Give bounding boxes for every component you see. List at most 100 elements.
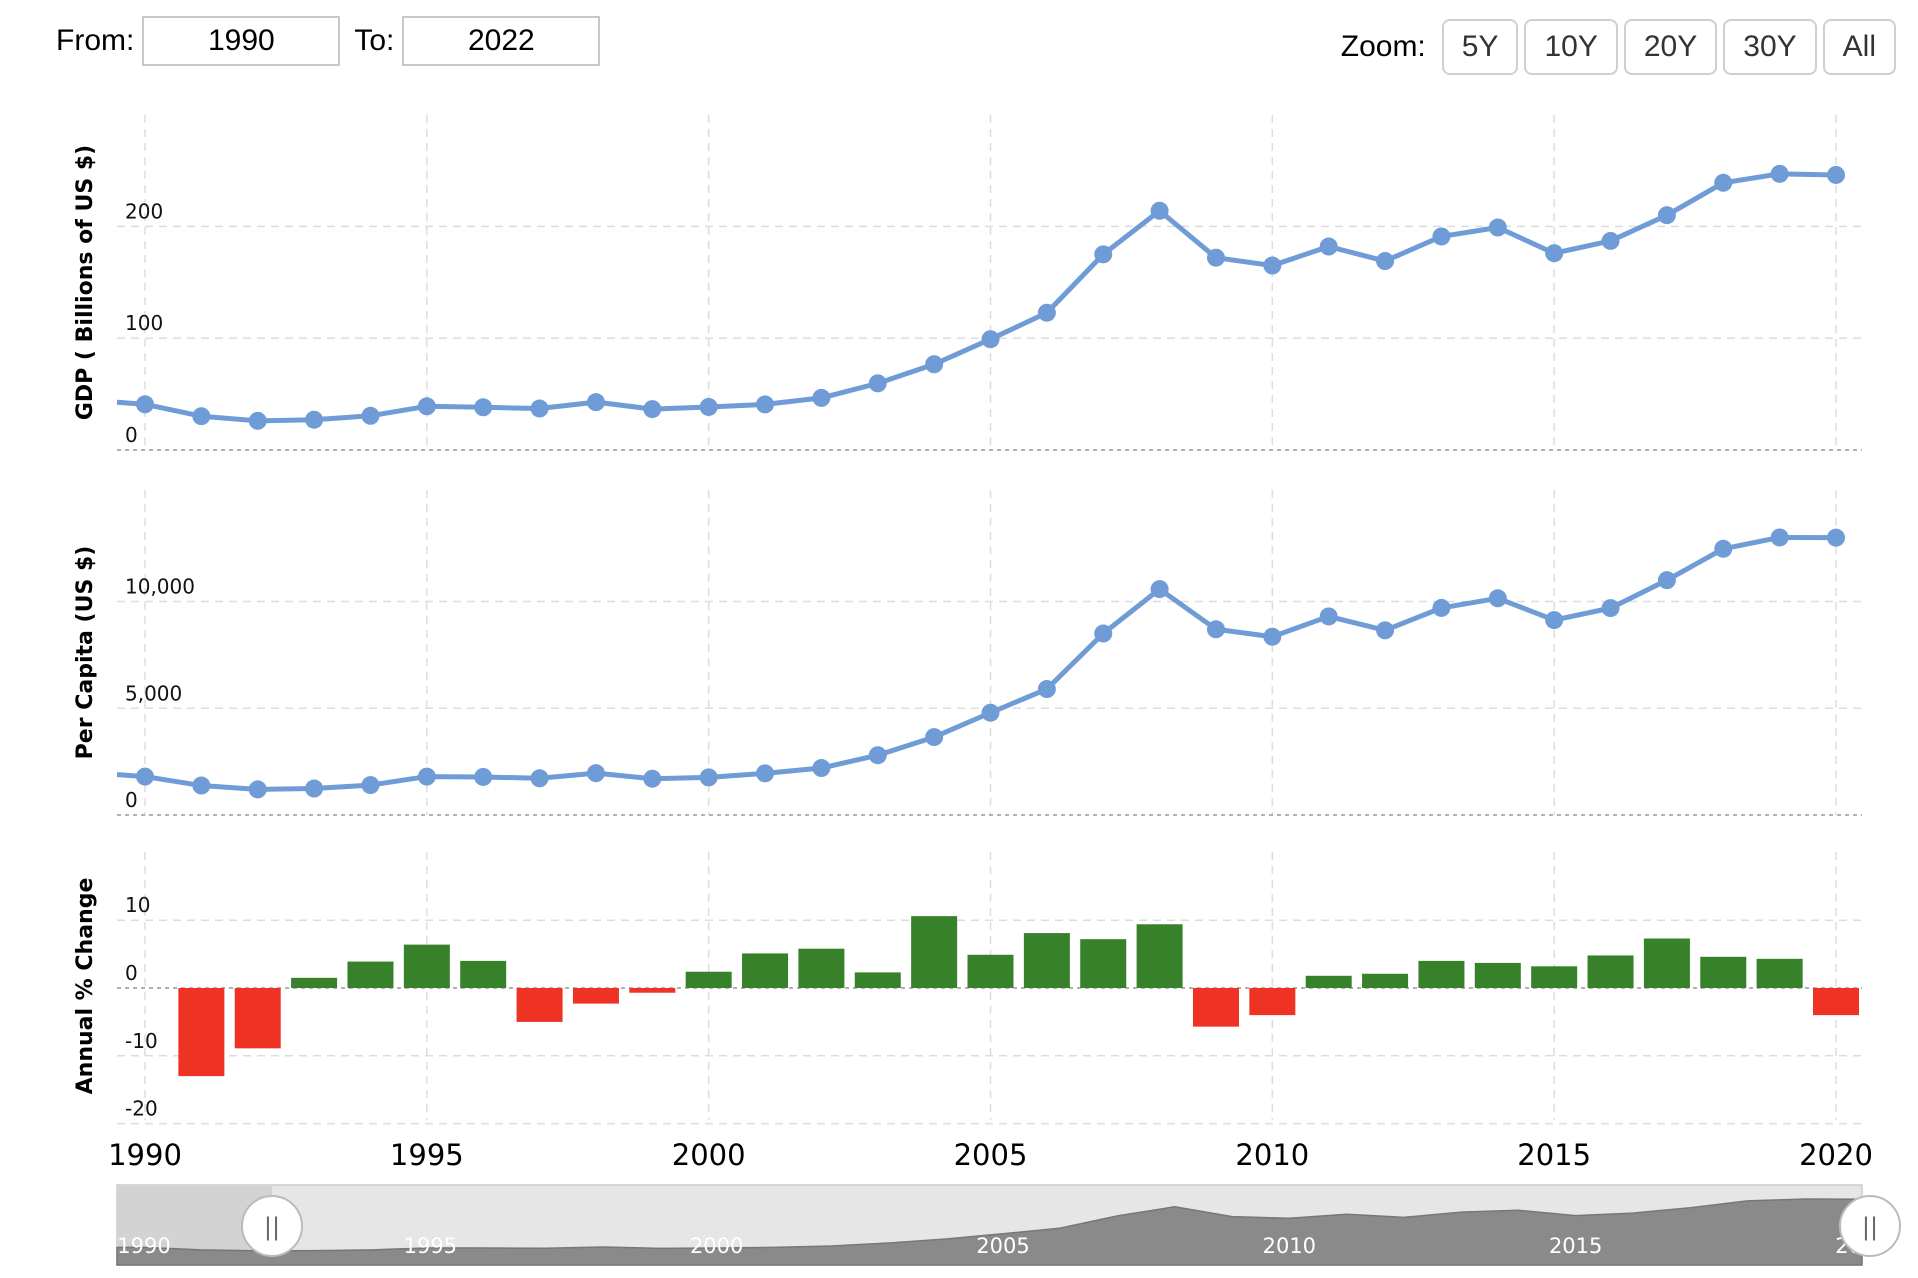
y-tick-label: 0	[125, 961, 138, 985]
from-input[interactable]: 1990	[142, 16, 341, 66]
bar	[178, 988, 225, 1077]
bar	[798, 948, 845, 988]
data-point	[1094, 624, 1113, 643]
navigator-right-handle[interactable]	[1839, 1195, 1901, 1257]
data-point	[248, 411, 267, 430]
data-point	[248, 780, 267, 799]
y-tick-label: 200	[125, 199, 163, 223]
data-point	[1037, 680, 1056, 699]
to-label: To:	[354, 24, 395, 57]
data-point	[530, 399, 549, 418]
data-point	[868, 746, 887, 765]
x-tick-label: 2015	[1517, 1138, 1591, 1172]
bar	[1474, 962, 1521, 988]
data-point	[1827, 528, 1845, 547]
data-point	[1432, 227, 1451, 246]
data-point	[1488, 589, 1507, 608]
data-point	[530, 769, 549, 788]
bar	[1192, 988, 1239, 1027]
data-point	[699, 768, 718, 787]
data-point	[925, 728, 944, 747]
from-label: From:	[56, 24, 135, 57]
data-point	[1770, 164, 1789, 183]
gdp-panel: 0 100 200 GDP ( Billions of US $)	[73, 115, 1862, 451]
y-tick-label: 0	[125, 423, 138, 447]
x-tick-label: 2005	[954, 1138, 1028, 1172]
x-tick-label: 1995	[390, 1138, 464, 1172]
y-tick-label: -20	[125, 1097, 158, 1121]
y-tick-label: 10,000	[125, 575, 195, 599]
navigator-tick-label: 2000	[690, 1234, 743, 1258]
to-input[interactable]: 2022	[402, 16, 601, 66]
data-point	[981, 330, 1000, 349]
data-point	[1545, 611, 1564, 630]
data-point	[812, 388, 831, 407]
data-point	[1037, 303, 1056, 322]
data-point	[1150, 201, 1169, 220]
data-point	[1432, 598, 1451, 617]
zoom-10y-button[interactable]: 10Y	[1524, 19, 1618, 75]
bar	[1531, 966, 1578, 988]
bar	[1587, 955, 1634, 988]
data-point	[305, 779, 324, 798]
x-tick-label: 2020	[1799, 1138, 1873, 1172]
data-point	[981, 703, 1000, 722]
bar	[911, 916, 958, 988]
data-point	[643, 400, 662, 419]
data-point	[1263, 256, 1282, 275]
bar	[685, 971, 732, 988]
bar	[854, 972, 901, 988]
x-tick-label: 2010	[1235, 1138, 1309, 1172]
data-point	[643, 769, 662, 788]
bar	[1418, 960, 1465, 988]
data-point	[1657, 571, 1676, 590]
range-selector: From: 1990 To: 2022	[56, 14, 614, 68]
zoom-30y-button[interactable]: 30Y	[1723, 19, 1817, 75]
data-point	[1657, 206, 1676, 225]
x-tick-label: 2000	[672, 1138, 746, 1172]
zoom-label: Zoom:	[1340, 30, 1426, 63]
y-tick-label: 100	[125, 311, 163, 335]
data-point	[1319, 607, 1338, 626]
data-point	[1376, 252, 1395, 271]
data-point	[756, 395, 775, 414]
data-point	[192, 776, 211, 795]
bar	[1756, 958, 1803, 988]
data-point	[192, 407, 211, 426]
zoom-5y-button[interactable]: 5Y	[1441, 19, 1519, 75]
zoom-all-button[interactable]: All	[1822, 19, 1896, 75]
bar	[1080, 939, 1127, 988]
data-point	[586, 393, 605, 412]
data-point	[1714, 539, 1733, 558]
bar	[460, 960, 507, 988]
data-point	[868, 374, 887, 393]
data-point	[1827, 165, 1845, 184]
data-point	[417, 397, 436, 416]
annual-change-panel: -20 -10 0 10 Annual % Change	[73, 852, 1862, 1125]
bar	[967, 954, 1014, 988]
y-tick-label: 0	[125, 788, 138, 812]
bar	[291, 977, 338, 988]
navigator-area	[116, 1198, 1863, 1266]
bar	[1136, 924, 1183, 988]
data-point	[925, 355, 944, 374]
data-point	[699, 397, 718, 416]
data-point	[474, 398, 493, 417]
bar	[629, 988, 676, 993]
handle-grip-icon: ||	[1862, 1213, 1878, 1241]
data-point	[474, 767, 493, 786]
bar	[1362, 973, 1409, 988]
data-point	[1601, 231, 1620, 250]
navigator-tick-label: 1995	[404, 1234, 457, 1258]
bar	[1700, 956, 1747, 988]
bar	[1249, 988, 1296, 1016]
data-point	[1150, 580, 1169, 599]
navigator-left-handle[interactable]	[241, 1195, 303, 1257]
data-point	[1376, 621, 1395, 640]
bar	[572, 988, 619, 1004]
zoom-20y-button[interactable]: 20Y	[1623, 19, 1718, 75]
bar	[742, 953, 789, 988]
data-point	[812, 759, 831, 778]
handle-grip-icon: ||	[264, 1213, 280, 1241]
zoom-controls: Zoom: 5Y 10Y 20Y 30Y All	[1341, 18, 1896, 76]
